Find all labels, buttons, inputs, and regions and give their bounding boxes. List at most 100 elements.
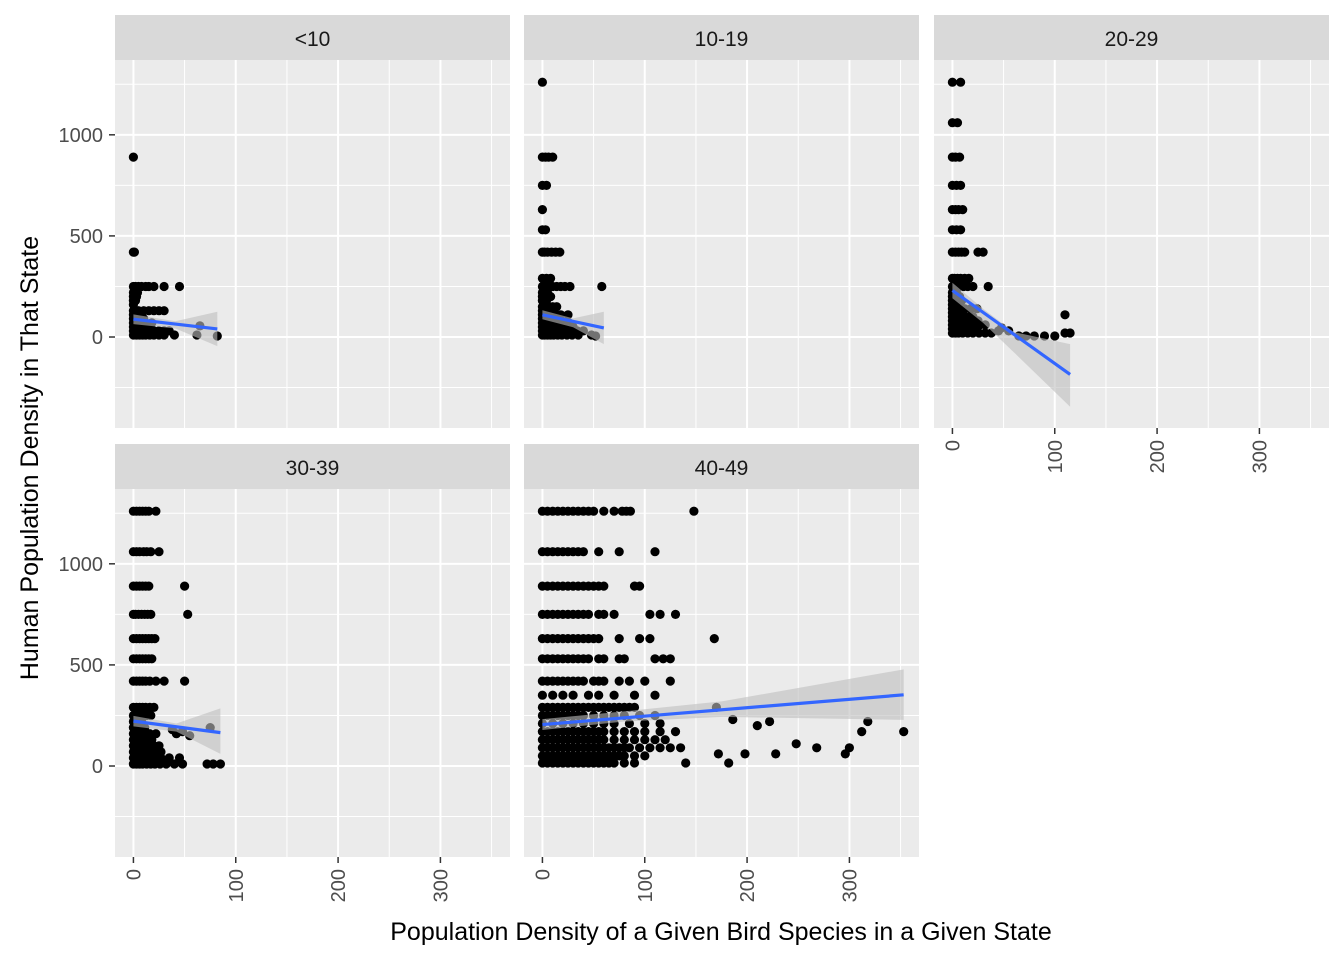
- x-tick-label: 0: [123, 869, 145, 880]
- data-point: [983, 281, 993, 292]
- data-point: [670, 727, 681, 737]
- y-axis-title: Human Population Density in That State: [16, 236, 44, 680]
- data-point: [573, 330, 583, 340]
- data-point: [629, 751, 640, 761]
- data-point: [146, 710, 156, 721]
- data-point: [594, 634, 604, 644]
- data-point: [154, 547, 164, 557]
- data-point: [629, 735, 640, 745]
- confidence-band: [542, 669, 904, 730]
- data-point: [540, 225, 551, 235]
- facet-strip: [934, 15, 1329, 60]
- fit-line: [133, 317, 218, 331]
- y-tick-label: 0: [92, 756, 103, 778]
- data-point: [609, 727, 619, 737]
- data-point: [599, 609, 609, 620]
- data-point: [670, 609, 681, 620]
- data-point: [640, 727, 650, 737]
- fit-line: [133, 719, 221, 735]
- data-point: [614, 547, 624, 557]
- data-point: [144, 581, 154, 591]
- data-point: [129, 247, 139, 257]
- data-point: [149, 702, 159, 713]
- y-tick-label: 1000: [59, 125, 104, 147]
- x-tick-label: 0: [532, 869, 554, 880]
- data-point: [537, 205, 548, 215]
- y-tick-label: 1000: [59, 554, 104, 576]
- data-point: [594, 690, 604, 700]
- data-point: [625, 506, 636, 516]
- data-point: [728, 714, 738, 725]
- data-point: [665, 676, 675, 686]
- data-point: [629, 690, 640, 700]
- data-point: [174, 281, 185, 292]
- data-point: [568, 690, 578, 700]
- data-point: [629, 758, 640, 768]
- data-point: [645, 634, 655, 644]
- data-point: [150, 634, 160, 644]
- data-point: [619, 751, 629, 761]
- facet-strip: [524, 15, 919, 60]
- facet-panel: 20-29: [934, 15, 1329, 428]
- fit-line: [542, 313, 605, 330]
- data-point: [960, 247, 970, 257]
- data-point: [665, 743, 675, 753]
- data-point: [765, 716, 775, 727]
- data-point: [952, 118, 963, 128]
- data-point: [635, 581, 645, 591]
- data-point: [635, 634, 645, 644]
- data-point: [614, 676, 624, 686]
- data-point: [599, 581, 609, 591]
- plot-area: [537, 506, 909, 768]
- data-point: [599, 506, 609, 516]
- data-point: [655, 727, 665, 737]
- facet-panel: 10-19: [524, 15, 919, 428]
- data-point: [147, 654, 157, 664]
- data-point: [548, 690, 558, 700]
- data-point: [149, 281, 159, 292]
- data-point: [159, 306, 169, 316]
- data-point: [599, 654, 609, 664]
- data-point: [159, 330, 169, 340]
- facet-panel: 40-49: [524, 444, 919, 857]
- data-point: [159, 281, 169, 292]
- x-tick-label: 200: [328, 869, 350, 902]
- data-point: [599, 676, 609, 686]
- data-point: [619, 758, 629, 768]
- data-point: [1050, 331, 1060, 341]
- data-point: [650, 735, 660, 745]
- data-point: [558, 690, 568, 700]
- data-point: [812, 743, 822, 753]
- x-tick-label: 100: [226, 869, 248, 902]
- data-point: [128, 152, 138, 162]
- data-point: [583, 690, 594, 700]
- data-point: [619, 735, 629, 745]
- x-axis-title: Population Density of a Given Bird Speci…: [390, 918, 1051, 946]
- data-point: [640, 718, 650, 729]
- data-point: [169, 330, 179, 340]
- data-point: [619, 654, 629, 664]
- data-point: [1060, 310, 1070, 320]
- y-tick-label: 500: [70, 655, 103, 677]
- axes: 0 500 1000 0 500 1000 0 100 200 300 0 100 200 300 0 100…: [59, 125, 1272, 903]
- data-point: [537, 690, 548, 700]
- data-point: [151, 506, 161, 516]
- data-point: [159, 676, 169, 686]
- data-point: [146, 547, 156, 557]
- data-point: [655, 609, 665, 620]
- panel-background: [524, 60, 919, 428]
- data-point: [655, 743, 665, 753]
- data-point: [183, 609, 193, 620]
- data-point: [660, 735, 670, 745]
- data-point: [609, 690, 619, 700]
- panel-background: [115, 60, 510, 428]
- data-point: [947, 77, 958, 87]
- data-point: [650, 547, 660, 557]
- panel-background: [524, 489, 919, 857]
- data-point: [578, 547, 589, 557]
- data-point: [956, 225, 966, 235]
- data-point: [650, 654, 660, 664]
- data-point: [645, 743, 655, 753]
- data-point: [640, 751, 650, 761]
- plot-area: [128, 152, 222, 347]
